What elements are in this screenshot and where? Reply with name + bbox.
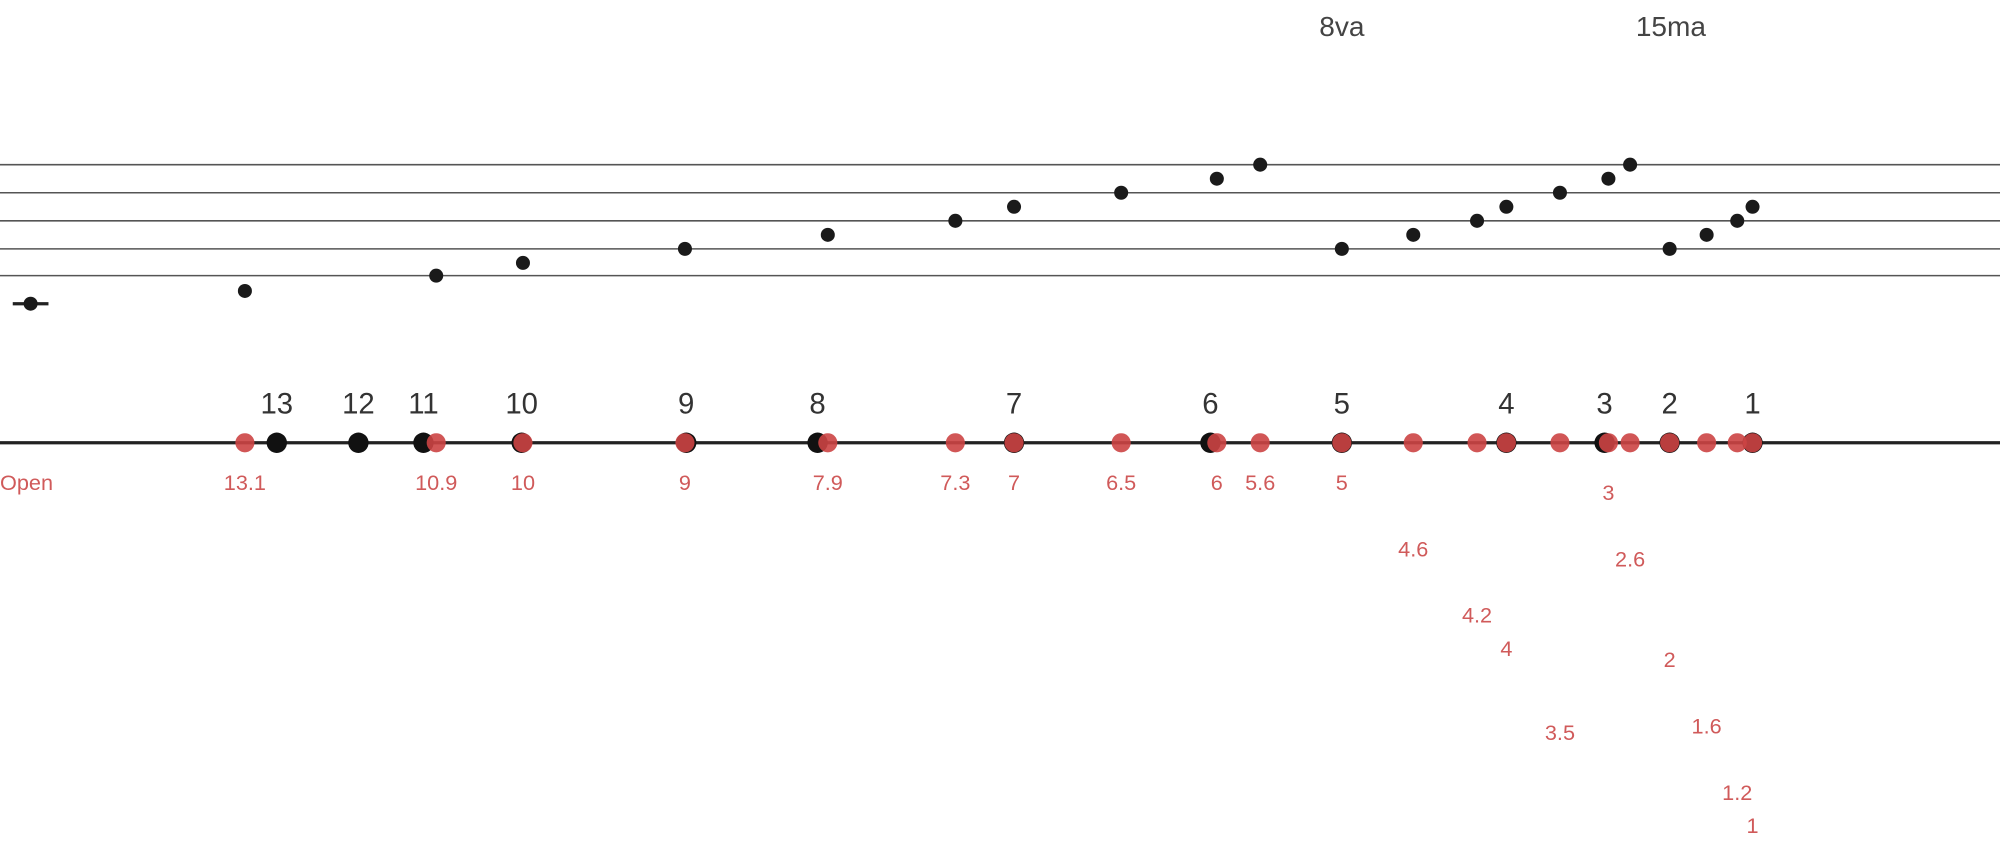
harmonic-dot [1467,433,1487,453]
position-label: 1 [1747,813,1759,838]
position-label: 9 [679,470,691,495]
note [515,255,530,270]
fret-number: 1 [1744,387,1760,420]
note [1470,213,1485,228]
position-label: 7.3 [940,470,970,495]
harmonic-dot [945,433,965,453]
position-label: 6.5 [1106,470,1136,495]
fret-number: 2 [1661,387,1677,420]
note [1334,241,1349,256]
note [1662,241,1677,256]
fret-number: 5 [1334,387,1350,420]
note [1699,227,1714,242]
fret-number: 9 [678,387,694,420]
fret-dot [348,432,369,453]
position-label: 3.5 [1545,720,1575,745]
fret-number: 6 [1202,387,1218,420]
position-label: 7 [1008,470,1020,495]
position-label: 10 [511,470,535,495]
position-label: 1.6 [1692,714,1722,739]
fret-number: 3 [1596,387,1612,420]
position-label: 5 [1336,470,1348,495]
position-label: 4.2 [1462,603,1492,628]
harmonic-dot [1660,433,1680,453]
position-label: 13.1 [224,470,266,495]
harmonic-dot [1207,433,1227,453]
position-label: 7.9 [813,470,843,495]
position-label: 2.6 [1615,546,1645,571]
harmonic-dot [426,433,446,453]
note [1745,199,1760,214]
note [1209,171,1224,186]
harmonic-dot [1727,433,1747,453]
fret-number: 8 [809,387,825,420]
position-label: 6 [1211,470,1223,495]
harmonic-dot [1742,433,1763,453]
position-label: Open [0,470,53,495]
position-label: 3 [1602,480,1614,505]
fret-dot [266,432,287,453]
fret-number: 7 [1006,387,1022,420]
note [1253,157,1268,172]
note [1730,213,1745,228]
harmonic-dot [1403,433,1423,453]
note [1406,227,1421,242]
harmonic-dot [513,433,533,453]
octave-mark: 8va [1319,11,1365,42]
harmonic-dot [235,433,255,453]
fret-number: 12 [342,387,375,420]
note [1499,199,1514,214]
fret-number: 13 [260,387,293,420]
position-label: 4 [1500,636,1512,661]
harmonic-dot [1598,433,1618,453]
harmonic-dot [1004,433,1024,453]
position-label: 1.2 [1722,780,1752,805]
harmonic-dot [818,433,838,453]
position-label: 10.9 [415,470,457,495]
note [1114,185,1129,200]
position-label: 2 [1664,647,1676,672]
note [1623,157,1638,172]
staff [0,163,2000,277]
octave-mark: 15ma [1636,11,1707,42]
position-label: 4.6 [1398,536,1428,561]
harmonic-dot [1620,433,1640,453]
note [1552,185,1567,200]
note [1601,171,1616,186]
harmonic-dot [675,433,695,453]
note [429,268,444,283]
note [237,283,252,298]
note [23,296,38,311]
note [1007,199,1022,214]
note [820,227,835,242]
harmonic-dot [1550,433,1570,453]
note [948,213,963,228]
harmonic-dot [1111,433,1131,453]
position-label: 5.6 [1245,470,1275,495]
harmonic-dot [1496,433,1516,453]
note [677,241,692,256]
harmonic-dot [1697,433,1717,453]
fret-number: 11 [408,387,438,420]
harmonic-dot [1332,433,1352,453]
fret-number: 10 [505,387,538,420]
harmonic-dot [1250,433,1270,453]
fret-number: 4 [1498,387,1514,420]
